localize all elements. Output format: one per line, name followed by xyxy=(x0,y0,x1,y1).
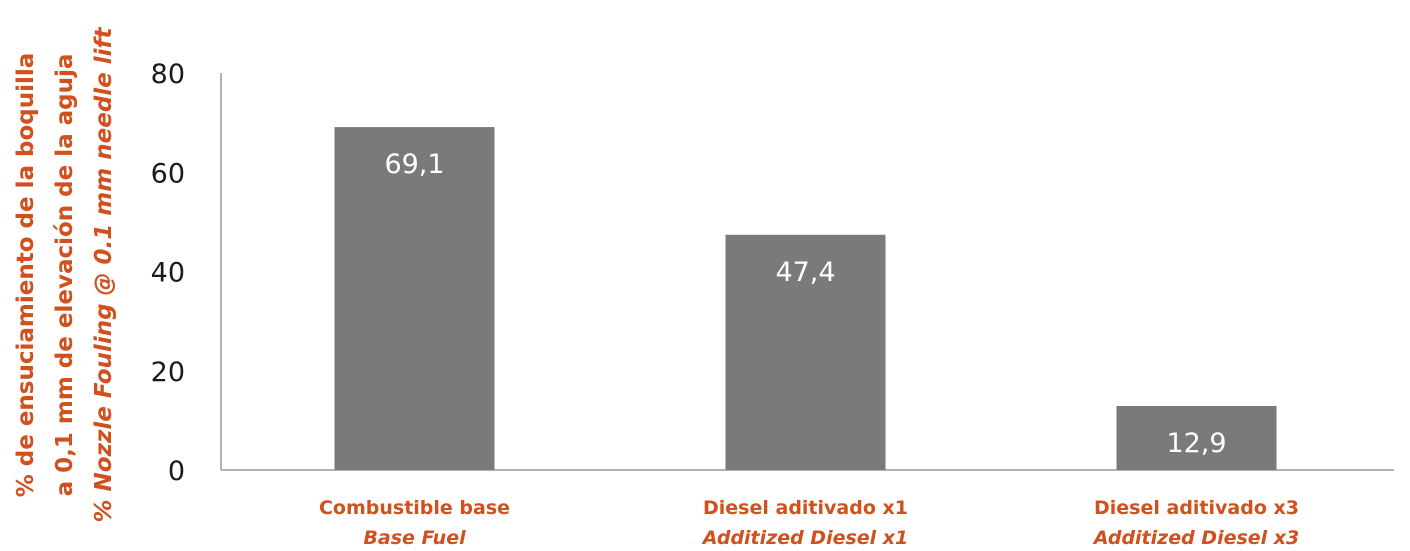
y-tick-label: 80 xyxy=(151,59,185,90)
category-label-es: Diesel aditivado x1 xyxy=(703,497,908,519)
category-label-en: Additized Diesel x1 xyxy=(701,527,909,549)
bar xyxy=(725,234,886,470)
y-tick-label: 40 xyxy=(151,258,185,289)
bar-value-label: 12,9 xyxy=(1166,428,1226,459)
bars xyxy=(334,127,1277,470)
y-axis-title-line-1: % de ensuciamiento de la boquilla xyxy=(13,53,39,498)
y-axis-title: % de ensuciamiento de la boquilla a 0,1 … xyxy=(13,26,117,522)
bar xyxy=(1116,405,1277,470)
category-labels: Combustible base Base Fuel Diesel aditivad… xyxy=(319,497,1299,549)
category-label-es: Diesel aditivado x3 xyxy=(1094,497,1299,519)
y-axis-title-line-2: a 0,1 mm de elevación de la aguja xyxy=(52,54,78,497)
category-label-es: Combustible base xyxy=(319,497,510,519)
category-label-en: Base Fuel xyxy=(363,527,466,549)
y-tick-label: 20 xyxy=(151,357,185,388)
bar-value-labels: 69,1 47,4 12,9 xyxy=(384,149,1226,459)
y-axis-title-line-3: % Nozzle Fouling @ 0.1 mm needle lift xyxy=(91,26,117,522)
bar-value-label: 69,1 xyxy=(384,149,444,180)
y-tick-label: 60 xyxy=(151,158,185,189)
y-axis-ticks: 0 20 40 60 80 xyxy=(151,59,185,487)
y-tick-label: 0 xyxy=(168,456,185,487)
category-label-en: Additized Diesel x3 xyxy=(1092,527,1300,549)
bar-value-label: 47,4 xyxy=(775,257,835,288)
bar xyxy=(334,127,495,470)
